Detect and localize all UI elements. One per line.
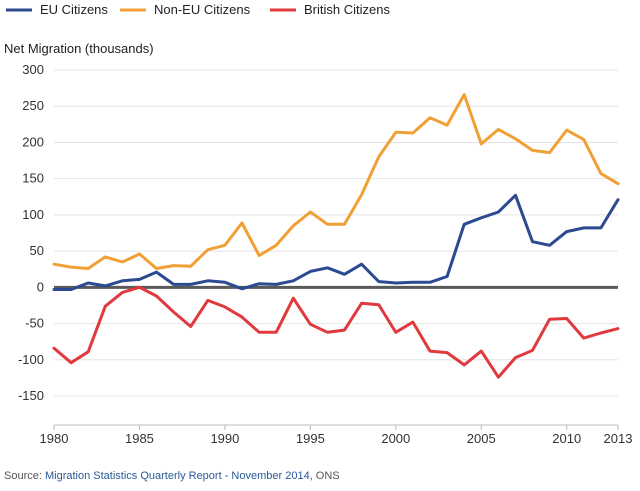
y-tick-label: -100: [18, 352, 44, 367]
legend-label: Non-EU Citizens: [154, 2, 251, 17]
y-tick-label: 200: [22, 134, 44, 149]
source-note: Source: Migration Statistics Quarterly R…: [4, 470, 340, 482]
x-tick-label: 1990: [210, 431, 239, 446]
series-line-eu-citizens: [52, 193, 620, 291]
x-tick-label: 2010: [552, 431, 581, 446]
legend: EU Citizens Non-EU Citizens British Citize…: [6, 2, 390, 17]
x-tick-label: 2000: [381, 431, 410, 446]
series-line-british-citizens: [52, 285, 620, 379]
source-prefix: Source:: [4, 470, 45, 482]
y-tick-label: 50: [30, 243, 44, 258]
x-tick-label: 2005: [467, 431, 496, 446]
x-tick-label: 1980: [40, 431, 69, 446]
y-tick-labels: 300 250 200 150 100 50 0 -50 -100 -150: [18, 62, 44, 403]
legend-label: British Citizens: [304, 2, 390, 17]
x-tick-labels: 1980 1985 1990 1995 2000 2005 2010 2013: [40, 425, 633, 446]
y-tick-label: 0: [37, 279, 44, 294]
series-line-non-eu-citizens: [52, 93, 620, 270]
x-tick-label: 1995: [296, 431, 325, 446]
source-suffix: , ONS: [309, 470, 340, 482]
y-tick-label: -50: [25, 316, 44, 331]
y-axis-label: Net Migration (thousands): [4, 41, 154, 56]
x-tick-label: 2013: [604, 431, 633, 446]
legend-label: EU Citizens: [40, 2, 108, 17]
series-lines: [52, 93, 620, 379]
y-tick-label: -150: [18, 388, 44, 403]
y-tick-label: 300: [22, 62, 44, 77]
y-tick-label: 250: [22, 98, 44, 113]
source-link[interactable]: Migration Statistics Quarterly Report - …: [44, 470, 310, 482]
grid-lines: [54, 69, 618, 426]
x-tick-label: 1985: [125, 431, 154, 446]
y-tick-label: 100: [22, 207, 44, 222]
y-tick-label: 150: [22, 171, 44, 186]
